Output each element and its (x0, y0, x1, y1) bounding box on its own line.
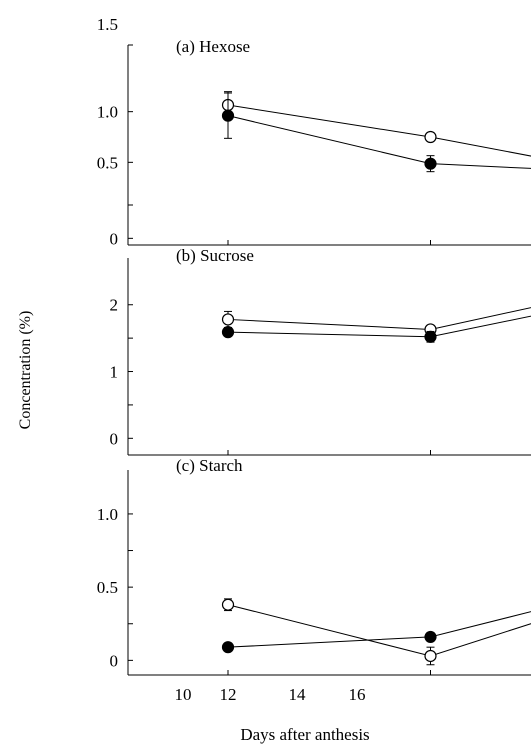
y-tick-label: 0.5 (97, 153, 118, 172)
y-tick-label: 2 (110, 296, 119, 315)
y-tick-label: 1.5 (97, 15, 118, 34)
y-tick-label: 0.5 (97, 578, 118, 597)
x-tick-label: 10 (175, 685, 192, 704)
data-point (424, 330, 437, 343)
series-open (221, 598, 531, 666)
panel-title: (c) Starch (176, 456, 243, 475)
data-point (221, 598, 235, 611)
panel-title: (a) Hexose (176, 37, 250, 56)
y-tick-label: 1.0 (97, 505, 118, 524)
series-filled (221, 92, 531, 173)
series-filled (221, 315, 531, 343)
y-tick-label: 1.0 (97, 103, 118, 122)
y-axis-label: Concentration (%) (17, 311, 34, 430)
series-line (227, 315, 531, 338)
series-line (227, 307, 531, 330)
y-tick-label: 1 (110, 363, 119, 382)
series-line (227, 104, 531, 157)
data-point (424, 649, 437, 663)
data-point (424, 630, 437, 644)
data-point (424, 157, 437, 170)
panel-title: (b) Sucrose (176, 246, 254, 265)
y-tick-label: 0 (110, 429, 119, 448)
x-axis-label: Days after anthesis (240, 725, 369, 744)
chart-panels: 1.5 1.0 0.5 0 (a) Hexose 2 1 0 (b) Sucrose 1.0 0.5… (97, 15, 531, 676)
panel-2: 2 1 0 (b) Sucrose (110, 246, 531, 456)
panel-3: 1.0 0.5 0 (c) Starch (97, 456, 531, 676)
data-point (221, 326, 235, 339)
data-point (221, 641, 235, 654)
data-point (424, 130, 437, 144)
series-line (227, 611, 531, 648)
data-point (221, 313, 235, 326)
x-tick-label: 12 (220, 685, 237, 704)
y-tick-label: 0 (110, 229, 119, 248)
x-tick-label: 16 (349, 685, 366, 704)
y-tick-label: 0 (110, 651, 119, 670)
x-axis: 10 12 14 16 (175, 685, 366, 704)
panel-1: 1.5 1.0 0.5 0 (a) Hexose (97, 15, 531, 248)
series-line (227, 604, 531, 657)
series-filled (221, 611, 531, 654)
data-point (221, 109, 235, 122)
x-tick-label: 14 (289, 685, 307, 704)
series-line (227, 115, 531, 169)
